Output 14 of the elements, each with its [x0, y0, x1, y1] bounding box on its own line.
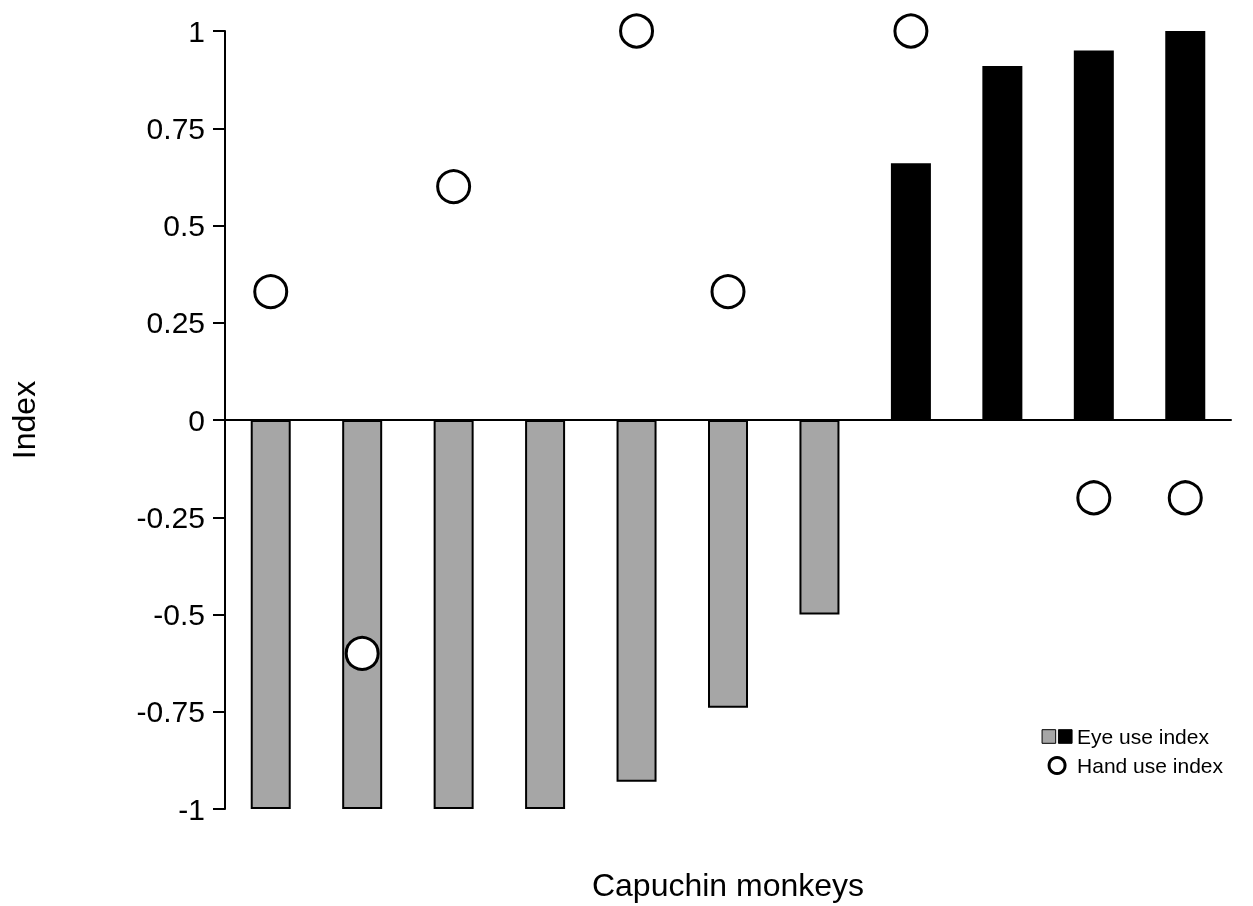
y-tick-label: 0 [188, 403, 205, 437]
y-tick-label: 1 [188, 14, 205, 48]
y-tick-label: -0.75 [136, 695, 205, 729]
point [344, 635, 380, 671]
y-tick-label: -0.5 [153, 598, 205, 631]
y-tick-label: -0.25 [136, 500, 205, 534]
y-tick-label: -1 [178, 792, 205, 826]
legend-label: Hand use index [1077, 754, 1224, 777]
legend-label: Eye use index [1077, 725, 1210, 748]
y-axis-title: Index [6, 380, 42, 460]
y-tick-label: 0.5 [163, 209, 205, 242]
y-tick-label: 0.25 [146, 306, 205, 340]
y-tick-label: 0.75 [146, 111, 205, 145]
x-axis-title: Capuchin monkeys [591, 867, 865, 903]
